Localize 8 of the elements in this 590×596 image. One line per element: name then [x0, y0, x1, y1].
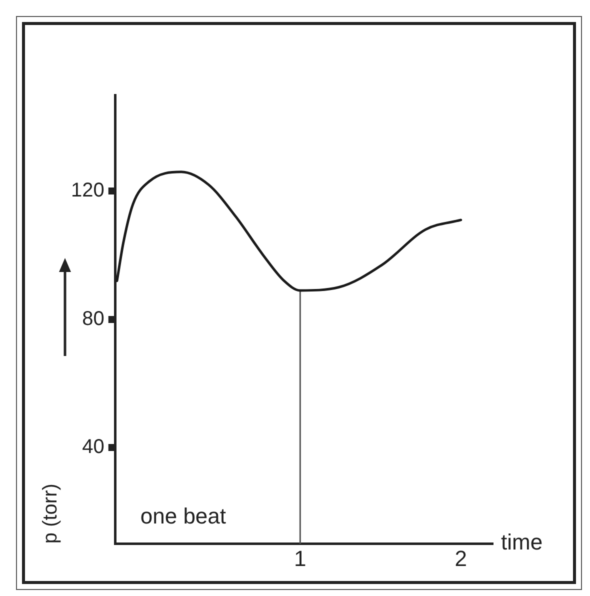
y-tick-label: 80: [82, 308, 104, 330]
x-axis-title: time: [501, 530, 543, 555]
x-tick-label: 2: [454, 546, 467, 571]
x-tick-label: 1: [294, 546, 306, 571]
annotation: one beat: [140, 504, 226, 529]
y-axis-title: p (torr): [40, 484, 62, 544]
y-tick-label: 40: [82, 436, 104, 458]
y-tick-label: 120: [70, 180, 104, 202]
